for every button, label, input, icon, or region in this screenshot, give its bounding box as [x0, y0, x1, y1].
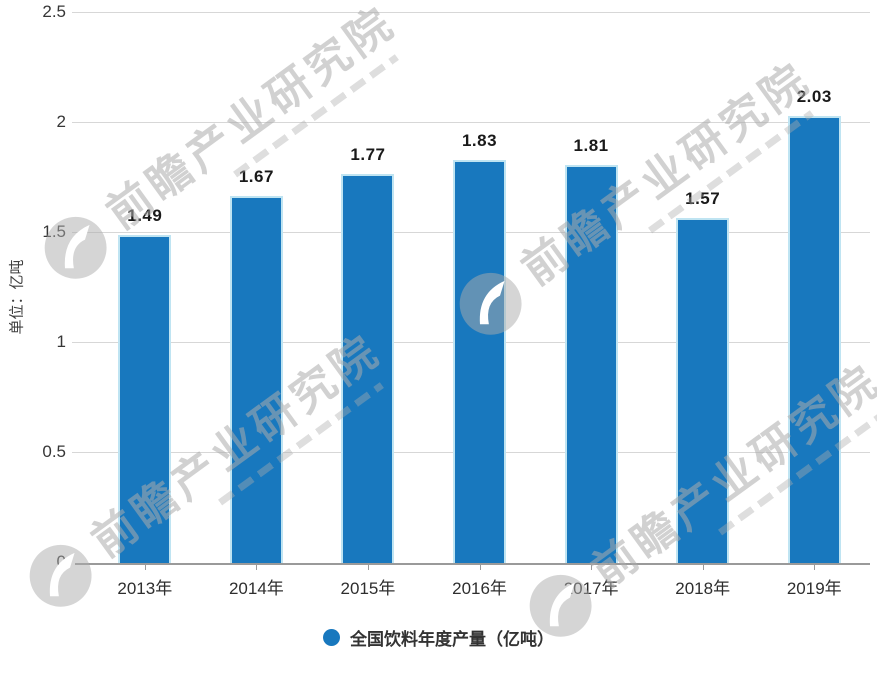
x-tick-label: 2016年 — [452, 579, 507, 598]
bars-row: 1.49 2013年 1.67 2014年 1.77 2015年 1.83 2016年 1.81… — [75, 13, 870, 598]
bar-value-label: 1.81 — [573, 135, 609, 155]
x-tick-label: 2014年 — [228, 579, 284, 598]
bar-group: 1.57 2018年 — [647, 13, 759, 598]
x-tick-label: 2013年 — [117, 579, 173, 598]
bar — [229, 195, 283, 563]
bar-value-label: 2.03 — [796, 87, 832, 107]
bar — [787, 116, 841, 563]
x-tick-label: 2015年 — [340, 579, 396, 598]
bar — [453, 160, 507, 563]
bar — [564, 164, 618, 563]
legend-label: 全国饮料年度产量（亿吨） — [350, 629, 554, 649]
y-axis-unit-label: 单位：亿吨 — [8, 259, 26, 335]
y-tick-label: 2.5 — [42, 2, 66, 21]
x-tick-mark — [367, 563, 369, 570]
bar-group: 1.49 2013年 — [89, 13, 201, 598]
bar-group: 1.81 2017年 — [535, 13, 647, 598]
bar-value-label: 1.83 — [461, 131, 498, 151]
plot-area: 1.49 2013年 1.67 2014年 1.77 2015年 1.83 2016年 1.81… — [72, 12, 870, 598]
y-tick-label: 1.5 — [42, 222, 66, 241]
x-tick-mark — [591, 563, 593, 570]
bar — [118, 235, 172, 563]
bar-value-label: 1.57 — [685, 188, 721, 208]
y-axis-labels: 0 0.5 1 1.5 2 2.5 — [0, 0, 66, 694]
bar — [341, 173, 395, 563]
x-tick-mark — [479, 563, 481, 570]
bar-value-label: 1.67 — [238, 166, 274, 186]
bar — [676, 217, 730, 563]
x-tick-mark — [814, 563, 816, 570]
gridline — [72, 122, 870, 123]
x-tick-mark — [702, 563, 704, 570]
legend: 全国饮料年度产量（亿吨） — [0, 624, 877, 650]
y-tick-label: 1 — [56, 332, 66, 351]
x-tick-mark — [256, 563, 258, 570]
bar-group: 1.83 2016年 — [424, 13, 536, 598]
y-tick-label: 0 — [56, 552, 66, 571]
legend-marker-circle — [323, 628, 340, 646]
bar-value-label: 1.77 — [350, 144, 386, 164]
x-tick-mark — [144, 563, 146, 570]
y-tick-label: 2 — [56, 112, 66, 131]
bar-group: 1.77 2015年 — [312, 13, 424, 598]
bar-value-label: 1.49 — [127, 206, 163, 226]
y-tick-label: 0.5 — [42, 442, 66, 461]
bar-group: 1.67 2014年 — [201, 13, 313, 598]
x-tick-label: 2017年 — [563, 579, 619, 598]
bar-group: 2.03 2019年 — [758, 13, 870, 598]
x-tick-label: 2018年 — [675, 579, 731, 598]
gridline — [72, 12, 870, 13]
x-tick-label: 2019年 — [786, 579, 842, 598]
